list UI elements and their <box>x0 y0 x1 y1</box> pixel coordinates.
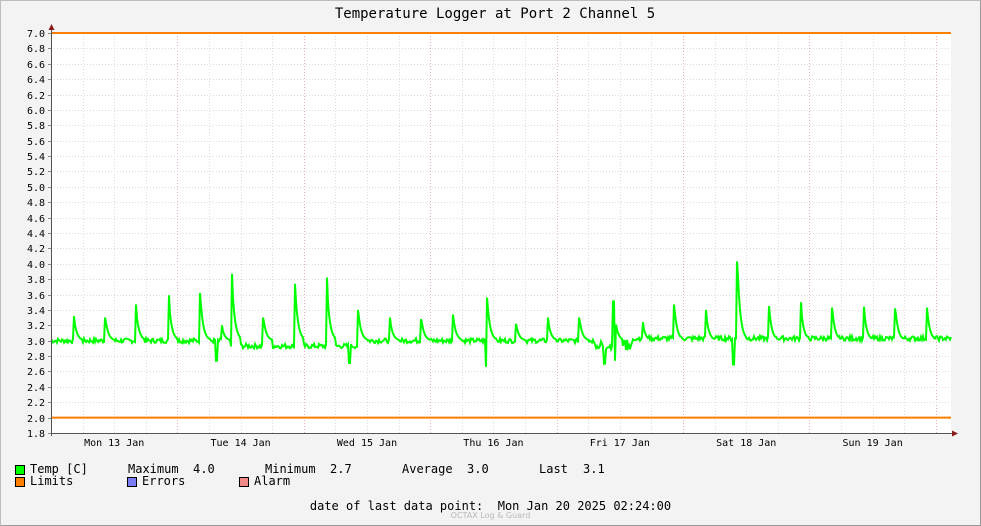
y-tick-label: 5.6 <box>27 137 45 148</box>
y-tick-label: 3.6 <box>27 291 45 302</box>
y-axis-arrow <box>48 24 55 30</box>
x-axis-arrow <box>952 430 958 437</box>
chart: 1.8 2.0 2.2 2.4 2.6 2.8 3.0 3.2 3.4 3.6 3.8 4.0 4.2 4… <box>27 6 958 449</box>
legend-label-alarm: Alarm <box>254 474 291 488</box>
x-tick-label: Thu 16 Jan <box>463 438 523 449</box>
last-value: 3.1 <box>583 462 605 476</box>
chart-title: Temperature Logger at Port 2 Channel 5 <box>335 6 655 22</box>
last-label: Last <box>539 462 568 476</box>
last-data-point: date of last data point: Mon Jan 20 2025… <box>0 499 981 513</box>
avg-label: Average <box>402 462 453 476</box>
y-tick-label: 2.0 <box>27 414 45 425</box>
y-tick-label: 4.8 <box>27 198 45 209</box>
y-tick-labels: 1.8 2.0 2.2 2.4 2.6 2.8 3.0 3.2 3.4 3.6 3.8 4.0 4.2 4… <box>27 29 45 440</box>
y-tick-label: 2.4 <box>27 383 45 394</box>
y-tick-label: 7.0 <box>27 29 45 40</box>
y-tick-label: 6.6 <box>27 60 45 71</box>
max-label: Maximum <box>128 462 179 476</box>
x-tick-labels: Mon 13 Jan Tue 14 Jan Wed 15 Jan Thu 16 Jan… <box>84 438 903 449</box>
y-tick-label: 2.8 <box>27 352 45 363</box>
min-value: 2.7 <box>330 462 352 476</box>
limit-lines <box>51 32 951 419</box>
max-value: 4.0 <box>193 462 215 476</box>
legend-swatch-limits <box>15 477 25 487</box>
y-tick-label: 3.0 <box>27 337 45 348</box>
y-tick-label: 4.4 <box>27 229 45 240</box>
legend-swatch-errors <box>127 477 137 487</box>
legend-swatch-temp <box>15 465 25 475</box>
x-tick-label: Wed 15 Jan <box>337 438 397 449</box>
y-tick-label: 2.6 <box>27 367 45 378</box>
y-tick-label: 5.2 <box>27 167 45 178</box>
avg-value: 3.0 <box>467 462 489 476</box>
legend-swatch-alarm <box>239 477 249 487</box>
y-tick-label: 5.4 <box>27 152 45 163</box>
axes <box>48 24 958 437</box>
y-tick-label: 3.4 <box>27 306 45 317</box>
y-tick-label: 3.8 <box>27 275 45 286</box>
y-tick-label: 2.2 <box>27 398 45 409</box>
legend-label-temp: Temp [C] <box>30 462 88 476</box>
series-line-temp <box>50 261 952 367</box>
last-data-point-label: date of last data point: <box>309 499 484 513</box>
x-tick-label: Sun 19 Jan <box>843 438 903 449</box>
y-tick-label: 6.2 <box>27 91 45 102</box>
y-tick-label: 4.6 <box>27 214 45 225</box>
x-tick-label: Fri 17 Jan <box>590 438 650 449</box>
y-tick-label: 5.8 <box>27 121 45 132</box>
y-tick-label: 4.2 <box>27 244 45 255</box>
y-tick-label: 6.8 <box>27 44 45 55</box>
last-data-point-value: Mon Jan 20 2025 02:24:00 <box>497 499 672 513</box>
y-tick-label: 5.0 <box>27 183 45 194</box>
watermark: OCTAX Log & Guard <box>450 511 531 520</box>
x-tick-label: Mon 13 Jan <box>84 438 144 449</box>
x-tick-label: Tue 14 Jan <box>210 438 270 449</box>
y-tick-label: 3.2 <box>27 321 45 332</box>
legend-label-errors: Errors <box>142 474 186 488</box>
legend-label-limits: Limits <box>30 474 74 488</box>
x-tick-label: Sat 18 Jan <box>716 438 776 449</box>
y-tick-label: 4.0 <box>27 260 45 271</box>
y-tick-label: 1.8 <box>27 429 45 440</box>
y-tick-label: 6.4 <box>27 75 45 86</box>
vertical-gridlines <box>83 33 937 433</box>
y-tick-label: 6.0 <box>27 106 45 117</box>
min-label: Minimum <box>265 462 316 476</box>
